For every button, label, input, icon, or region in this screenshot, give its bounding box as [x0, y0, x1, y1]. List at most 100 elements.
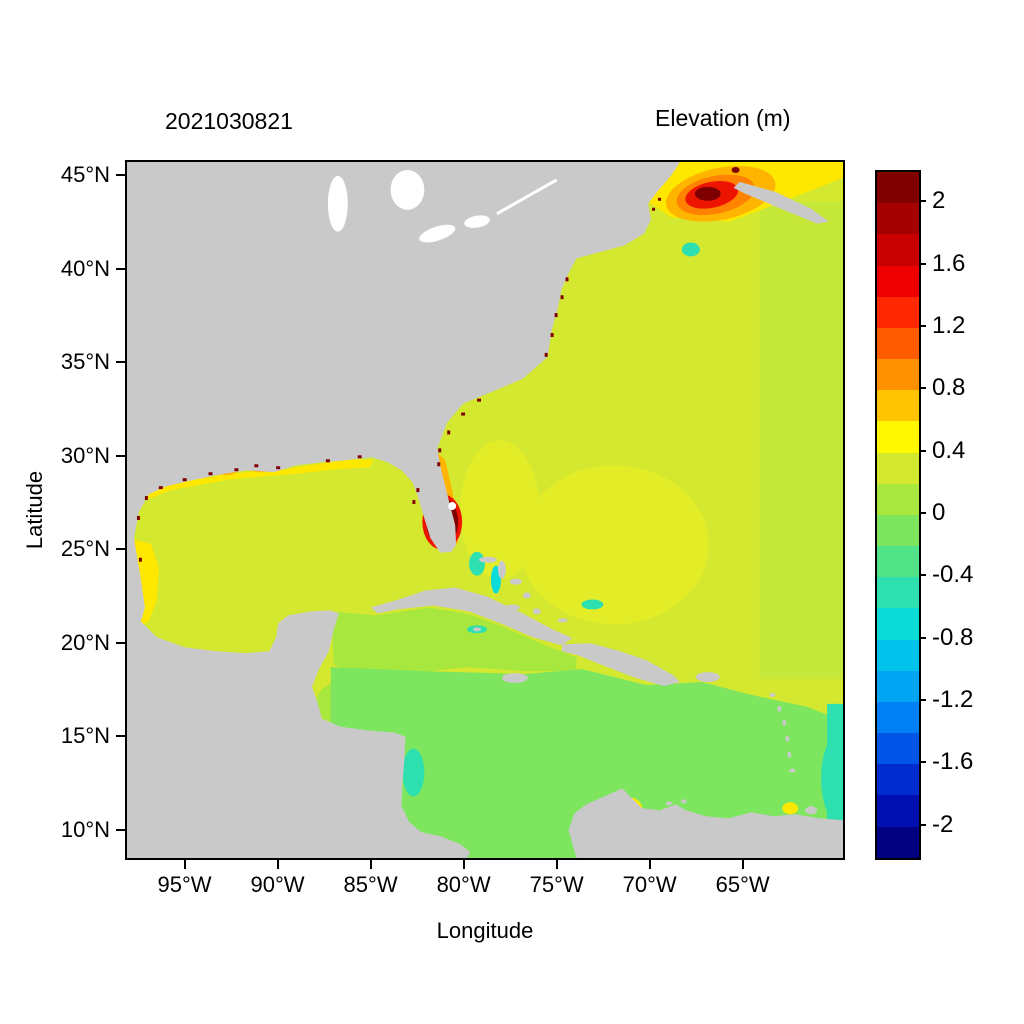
y-tick-label: 15°N: [60, 723, 110, 749]
colorbar-segment: [877, 546, 919, 578]
land-south-america: [568, 788, 843, 858]
x-tick-label: 90°W: [250, 872, 305, 897]
y-tick-mark: [116, 641, 125, 644]
colorbar-tick-label: -0.4: [932, 561, 974, 589]
colorbar-segment: [877, 172, 919, 204]
colorbar-segment: [877, 577, 919, 609]
colorbar-tick-mark: [919, 262, 926, 265]
southern-caribbean-region: [330, 667, 843, 858]
colorbar-tick-label: 1.2: [932, 311, 966, 339]
colorbar-segment: [877, 514, 919, 547]
y-tick-mark: [116, 267, 125, 270]
colorbar-tick-mark: [919, 574, 926, 577]
land-north-central-america: [127, 162, 680, 858]
island-hispaniola: [561, 643, 680, 686]
colorbar-tick-mark: [919, 699, 926, 702]
island-cuba: [370, 587, 573, 646]
colorbar-tick-mark: [919, 324, 926, 327]
colorbar-tick-label: -1.6: [932, 748, 974, 776]
y-tick-mark: [116, 173, 125, 176]
x-tick-label: 95°W: [157, 872, 212, 897]
colorbar-tick-label: -1.2: [932, 686, 974, 714]
island-jamaica: [501, 673, 528, 684]
map-plot-area: [125, 160, 845, 860]
x-tick-mark: [741, 860, 744, 869]
st-lawrence-river: [496, 178, 558, 216]
x-tick-mark: [276, 860, 279, 869]
y-tick-mark: [116, 454, 125, 457]
colorbar-segment: [877, 234, 919, 266]
x-tick-mark: [183, 860, 186, 869]
colorbar-segment: [877, 203, 919, 235]
map-svg: [127, 162, 843, 858]
colorbar-tick-label: 2: [932, 187, 946, 215]
colorbar-tick-mark: [919, 823, 926, 826]
colorbar-segment: [877, 608, 919, 640]
colorbar-segment: [877, 764, 919, 796]
colorbar-tick-label: 0.4: [932, 436, 966, 464]
x-tick-mark: [648, 860, 651, 869]
atlantic-yellow-patch: [519, 465, 709, 625]
x-tick-label: 85°W: [343, 872, 398, 897]
east-edge-turquoise-blob: [821, 738, 843, 819]
y-tick-label: 25°N: [60, 536, 110, 562]
colorbar-tick-mark: [919, 387, 926, 390]
colorbar-segment: [877, 639, 919, 671]
colorbar-segment: [877, 670, 919, 702]
colorbar-tick-label: 1.6: [932, 249, 966, 277]
timestamp-title: 2021030821: [165, 108, 293, 134]
north-gulf-coast-yellow-band: [140, 459, 374, 501]
colorbar-segment: [877, 733, 919, 765]
colorbar-segment: [877, 483, 919, 515]
y-tick-label: 30°N: [60, 442, 110, 468]
island-puerto-rico: [695, 672, 720, 683]
x-tick-label: 70°W: [622, 872, 677, 897]
venezuela-yellow-spot-east: [782, 802, 799, 815]
great-lakes: [327, 169, 490, 243]
colorbar-title: Elevation (m): [655, 105, 791, 131]
colorbar-tick-label: 0: [932, 499, 946, 526]
islands-bahamas: [473, 556, 568, 632]
colorbar-segment: [877, 327, 919, 360]
y-tick-mark: [116, 361, 125, 364]
y-tick-label: 20°N: [60, 629, 110, 655]
colorbar: [875, 170, 921, 860]
nw-caribbean-region: [330, 607, 577, 680]
colorbar-segment: [877, 265, 919, 297]
colorbar-segment: [877, 701, 919, 734]
colorbar-segment: [877, 795, 919, 827]
colorbar-tick-mark: [919, 761, 926, 764]
colorbar-tick-mark: [919, 512, 926, 514]
colorbar-segment: [877, 359, 919, 391]
x-tick-label: 75°W: [529, 872, 584, 897]
x-tick-mark: [555, 860, 558, 869]
y-tick-mark: [116, 735, 125, 738]
lake-okeechobee: [448, 502, 457, 510]
y-tick-label: 35°N: [60, 349, 110, 375]
land-nova-scotia: [733, 181, 830, 224]
colorbar-tick-mark: [919, 200, 926, 203]
colorbar-segment: [877, 390, 919, 422]
colorbar-tick-label: -0.8: [932, 623, 974, 651]
colorbar-tick-label: 0.8: [932, 374, 966, 402]
east-atlantic-band: [759, 201, 843, 680]
islands-lesser-antilles: [665, 692, 818, 815]
y-tick-mark: [116, 548, 125, 551]
x-tick-mark: [369, 860, 372, 869]
colorbar-segment: [877, 826, 919, 858]
y-tick-mark: [116, 829, 125, 832]
colorbar-tick-mark: [919, 636, 926, 639]
x-tick-label: 80°W: [436, 872, 491, 897]
y-tick-label: 40°N: [60, 255, 110, 281]
colorbar-tick-label: -2: [932, 810, 954, 838]
x-tick-label: 65°W: [715, 872, 770, 897]
y-tick-label: 10°N: [60, 817, 110, 843]
y-tick-label: 45°N: [60, 161, 110, 187]
x-tick-mark: [462, 860, 465, 869]
colorbar-tick-mark: [919, 449, 926, 452]
colorbar-segment: [877, 296, 919, 328]
colorbar-segment: [877, 452, 919, 484]
x-axis-label: Longitude: [436, 918, 534, 943]
colorbar-segment: [877, 421, 919, 453]
